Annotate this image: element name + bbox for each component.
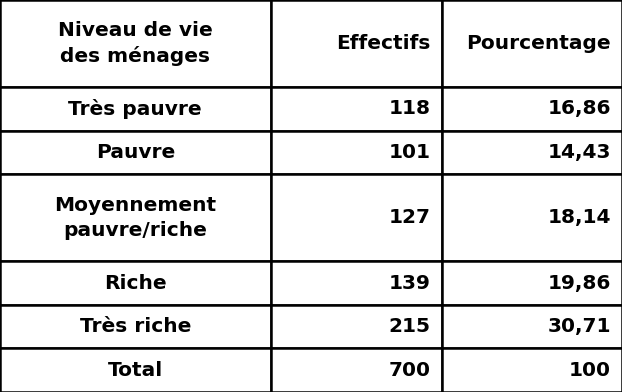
Text: 101: 101: [388, 143, 430, 162]
Bar: [271, 305, 442, 348]
Bar: [0, 131, 271, 174]
Text: 19,86: 19,86: [547, 274, 611, 292]
Bar: [271, 261, 442, 305]
Bar: [271, 348, 442, 392]
Bar: [442, 305, 622, 348]
Bar: [0, 261, 271, 305]
Bar: [442, 87, 622, 131]
Text: 118: 118: [388, 100, 430, 118]
Text: 14,43: 14,43: [547, 143, 611, 162]
Text: 139: 139: [389, 274, 430, 292]
Text: 18,14: 18,14: [547, 208, 611, 227]
Bar: [0, 174, 271, 261]
Bar: [271, 0, 442, 87]
Bar: [442, 174, 622, 261]
Text: Total: Total: [108, 361, 163, 380]
Bar: [0, 87, 271, 131]
Text: 215: 215: [388, 317, 430, 336]
Text: Très pauvre: Très pauvre: [68, 99, 202, 119]
Bar: [271, 174, 442, 261]
Text: Pauvre: Pauvre: [96, 143, 175, 162]
Text: Moyennement
pauvre/riche: Moyennement pauvre/riche: [54, 196, 216, 240]
Text: Riche: Riche: [104, 274, 167, 292]
Bar: [0, 0, 271, 87]
Text: Très riche: Très riche: [80, 317, 191, 336]
Text: 700: 700: [388, 361, 430, 380]
Text: Effectifs: Effectifs: [336, 34, 430, 53]
Bar: [442, 261, 622, 305]
Text: Pourcentage: Pourcentage: [466, 34, 611, 53]
Bar: [442, 131, 622, 174]
Bar: [271, 131, 442, 174]
Text: 16,86: 16,86: [547, 100, 611, 118]
Bar: [442, 0, 622, 87]
Text: 30,71: 30,71: [547, 317, 611, 336]
Bar: [0, 348, 271, 392]
Bar: [442, 348, 622, 392]
Bar: [0, 305, 271, 348]
Text: Niveau de vie
des ménages: Niveau de vie des ménages: [58, 21, 213, 66]
Text: 100: 100: [569, 361, 611, 380]
Text: 127: 127: [388, 208, 430, 227]
Bar: [271, 87, 442, 131]
